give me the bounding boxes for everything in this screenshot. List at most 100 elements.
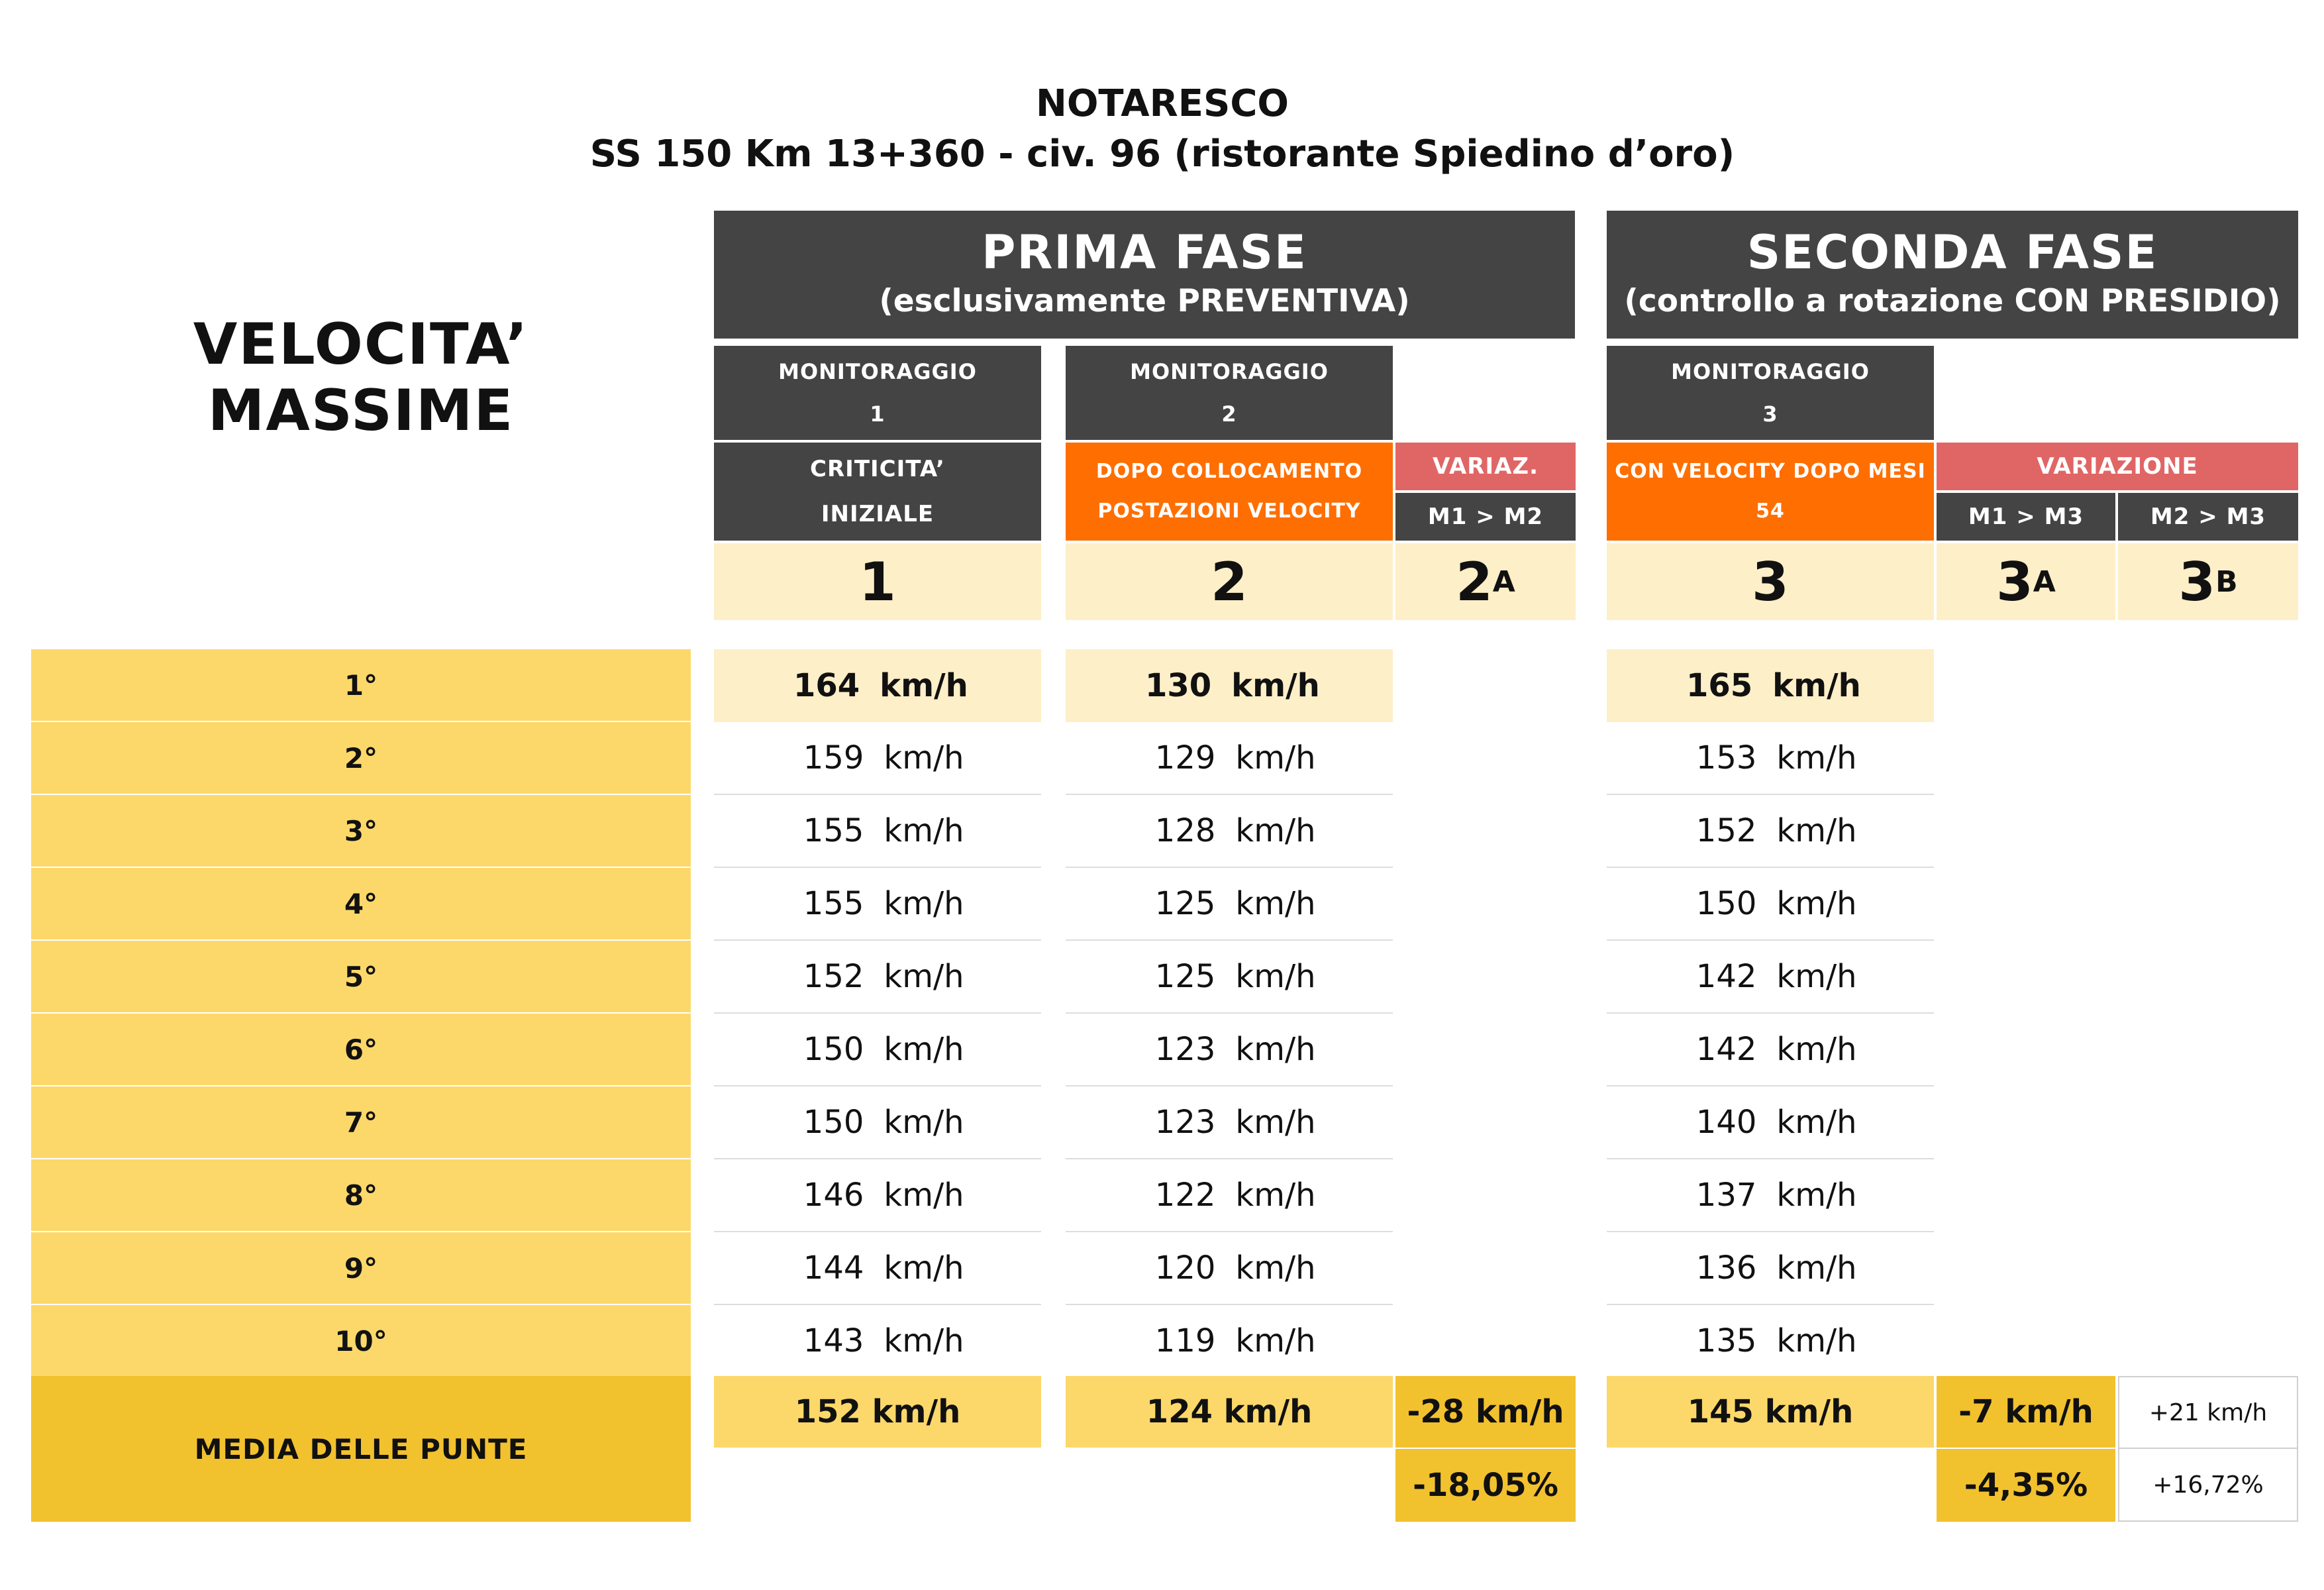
page-title: NOTARESCO SS 150 Km 13+360 - civ. 96 (ri… — [464, 76, 1861, 182]
average-variation-2a-percent: -18,05% — [1395, 1449, 1576, 1522]
monitoring-2-label: MONITORAGGIO — [1130, 359, 1329, 384]
monitoring-3-header: MONITORAGGIO 3 — [1607, 346, 1934, 440]
rank-cell: 2° — [31, 722, 691, 795]
speed-value: 125 — [1154, 958, 1216, 995]
monitoring-1-description: CRITICITA’ INIZIALE — [714, 443, 1041, 541]
average-variation-3b-percent: +16,72% — [2118, 1449, 2298, 1522]
column-index-3: 3 — [1607, 543, 1934, 620]
speed-unit: km/h — [1235, 1177, 1316, 1214]
speed-value: 150 — [1695, 885, 1757, 922]
phase-one-subtitle: (esclusivamente PREVENTIVA) — [879, 282, 1410, 319]
speed-value: 129 — [1154, 739, 1216, 776]
column-index-1: 1 — [714, 543, 1041, 620]
average-variation-3a-percent: -4,35% — [1937, 1449, 2115, 1522]
speed-cell-m1: 152 km/h — [714, 941, 1041, 1014]
variation-3-label: VARIAZIONE — [1937, 443, 2298, 490]
speed-unit: km/h — [1776, 1177, 1857, 1214]
speed-unit: km/h — [884, 885, 964, 922]
monitoring-2-desc-line-2: POSTAZIONI VELOCITY — [1097, 500, 1361, 523]
speed-value: 120 — [1154, 1249, 1216, 1287]
variation-2-sub: M1 > M2 — [1395, 493, 1576, 541]
monitoring-3-number: 3 — [1762, 401, 1778, 427]
speed-value: 146 — [803, 1177, 864, 1214]
speed-cell-m3: 142 km/h — [1607, 1014, 1934, 1086]
monitoring-1-number: 1 — [870, 401, 885, 427]
left-heading: VELOCITA’ MASSIME — [193, 311, 529, 444]
rank-cell: 3° — [31, 795, 691, 868]
speed-cell-m2: 130 km/h — [1066, 649, 1393, 722]
speed-cell-m3: 150 km/h — [1607, 868, 1934, 941]
title-line-1: NOTARESCO — [1035, 82, 1289, 126]
speed-value: 142 — [1695, 958, 1757, 995]
speed-cell-m3: 153 km/h — [1607, 722, 1934, 795]
speed-value: 128 — [1154, 812, 1216, 849]
speed-cell-m1: 150 km/h — [714, 1014, 1041, 1086]
average-m1: 152 km/h — [714, 1376, 1041, 1448]
speed-unit: km/h — [1235, 1104, 1316, 1141]
speed-cell-m2: 125 km/h — [1066, 868, 1393, 941]
speed-unit: km/h — [884, 1031, 964, 1068]
speed-value: 119 — [1154, 1322, 1216, 1359]
speed-cell-m1: 150 km/h — [714, 1086, 1041, 1159]
phase-one-title: PRIMA FASE — [982, 225, 1307, 280]
speed-value: 155 — [803, 812, 864, 849]
speed-unit: km/h — [1235, 739, 1316, 776]
monitoring-3-description: CON VELOCITY DOPO MESI 54 — [1607, 443, 1934, 541]
phase-two-title: SECONDA FASE — [1746, 225, 2158, 280]
speed-value: 152 — [803, 958, 864, 995]
speed-cell-m2: 119 km/h — [1066, 1305, 1393, 1378]
speed-unit: km/h — [1235, 885, 1316, 922]
speed-value: 136 — [1695, 1249, 1757, 1287]
speed-cell-m2: 129 km/h — [1066, 722, 1393, 795]
monitoring-1-label: MONITORAGGIO — [778, 359, 977, 384]
speed-cell-m2: 123 km/h — [1066, 1086, 1393, 1159]
rank-cell: 7° — [31, 1086, 691, 1159]
speed-value: 123 — [1154, 1031, 1216, 1068]
speed-unit: km/h — [1776, 1031, 1857, 1068]
speed-cell-m3: 142 km/h — [1607, 941, 1934, 1014]
monitoring-1-header: MONITORAGGIO 1 — [714, 346, 1041, 440]
speed-cell-m1: 164 km/h — [714, 649, 1041, 722]
speed-cell-m2: 122 km/h — [1066, 1159, 1393, 1232]
column-index-3a-main: 3 — [1996, 551, 2033, 613]
speed-value: 140 — [1695, 1104, 1757, 1141]
speed-cell-m3: 135 km/h — [1607, 1305, 1934, 1378]
phase-two-subtitle: (controllo a rotazione CON PRESIDIO) — [1624, 282, 2281, 319]
speed-unit: km/h — [1235, 1322, 1316, 1359]
speed-unit: km/h — [884, 1104, 964, 1141]
speed-unit: km/h — [1235, 958, 1316, 995]
rank-cell: 9° — [31, 1232, 691, 1305]
speed-value: 150 — [803, 1104, 864, 1141]
speed-cell-m1: 143 km/h — [714, 1305, 1041, 1378]
speed-unit: km/h — [1776, 958, 1857, 995]
speed-value: 142 — [1695, 1031, 1757, 1068]
variation-2-label: VARIAZ. — [1395, 443, 1576, 490]
average-variation-3b-kmh: +21 km/h — [2118, 1376, 2298, 1449]
variation-3b-sub: M2 > M3 — [2118, 493, 2298, 541]
speed-unit: km/h — [884, 1177, 964, 1214]
speed-cell-m3: 140 km/h — [1607, 1086, 1934, 1159]
speed-value: 159 — [803, 739, 864, 776]
average-m3: 145 km/h — [1607, 1376, 1934, 1448]
speed-unit: km/h — [884, 812, 964, 849]
speed-value: 135 — [1695, 1322, 1757, 1359]
speed-unit: km/h — [884, 958, 964, 995]
rank-cell: 4° — [31, 868, 691, 941]
column-index-3b-main: 3 — [2178, 551, 2216, 613]
monitoring-3-label: MONITORAGGIO — [1671, 359, 1870, 384]
speed-cell-m3: 136 km/h — [1607, 1232, 1934, 1305]
column-index-3b-sub: B — [2215, 564, 2238, 599]
speed-value: 150 — [803, 1031, 864, 1068]
speed-cell-m2: 125 km/h — [1066, 941, 1393, 1014]
monitoring-2-description: DOPO COLLOCAMENTO POSTAZIONI VELOCITY — [1066, 443, 1393, 541]
speed-cell-m2: 123 km/h — [1066, 1014, 1393, 1086]
speed-cell-m3: 137 km/h — [1607, 1159, 1934, 1232]
speed-value: 143 — [803, 1322, 864, 1359]
title-line-2: SS 150 Km 13+360 - civ. 96 (ristorante S… — [589, 132, 1735, 176]
speed-cell-m1: 146 km/h — [714, 1159, 1041, 1232]
speed-cell-m1: 155 km/h — [714, 868, 1041, 941]
speed-value: 153 — [1695, 739, 1757, 776]
phase-two-header: SECONDA FASE (controllo a rotazione CON … — [1607, 211, 2298, 339]
